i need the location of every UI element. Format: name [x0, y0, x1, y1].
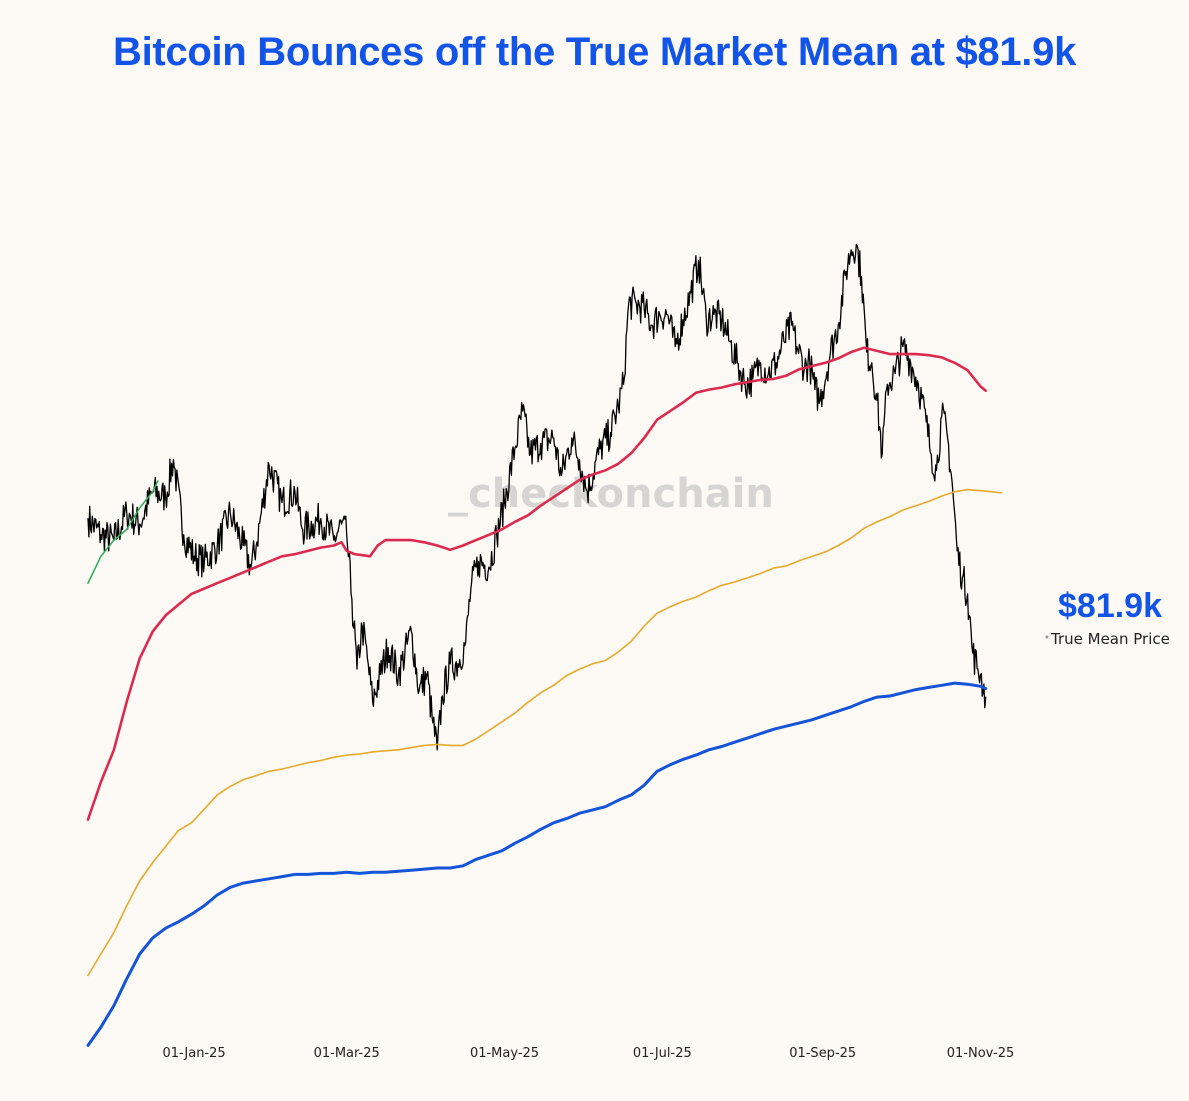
true-mean-price-value: $81.9k	[1058, 587, 1162, 625]
series-line-mid-band	[87, 488, 1002, 977]
x-tick-label: 01-Mar-25	[314, 1046, 380, 1061]
series-line-short-term-trend	[87, 480, 159, 584]
series-line-upper-band	[86, 346, 987, 821]
x-tick-label: 01-May-25	[470, 1046, 539, 1061]
x-tick-label: 01-Jan-25	[162, 1046, 225, 1061]
true-mean-price-label: True Mean Price	[1050, 630, 1170, 648]
series-line-btc-price	[87, 243, 987, 751]
annotation-dot	[1045, 635, 1049, 639]
watermark-text: _checkonchain	[448, 471, 774, 517]
x-tick-label: 01-Sep-25	[789, 1046, 856, 1061]
x-tick-label: 01-Nov-25	[947, 1046, 1015, 1061]
series-line-true-market-mean	[86, 681, 988, 1047]
x-tick-label: 01-Jul-25	[633, 1046, 692, 1061]
chart-title: Bitcoin Bounces off the True Market Mean…	[112, 30, 1077, 74]
